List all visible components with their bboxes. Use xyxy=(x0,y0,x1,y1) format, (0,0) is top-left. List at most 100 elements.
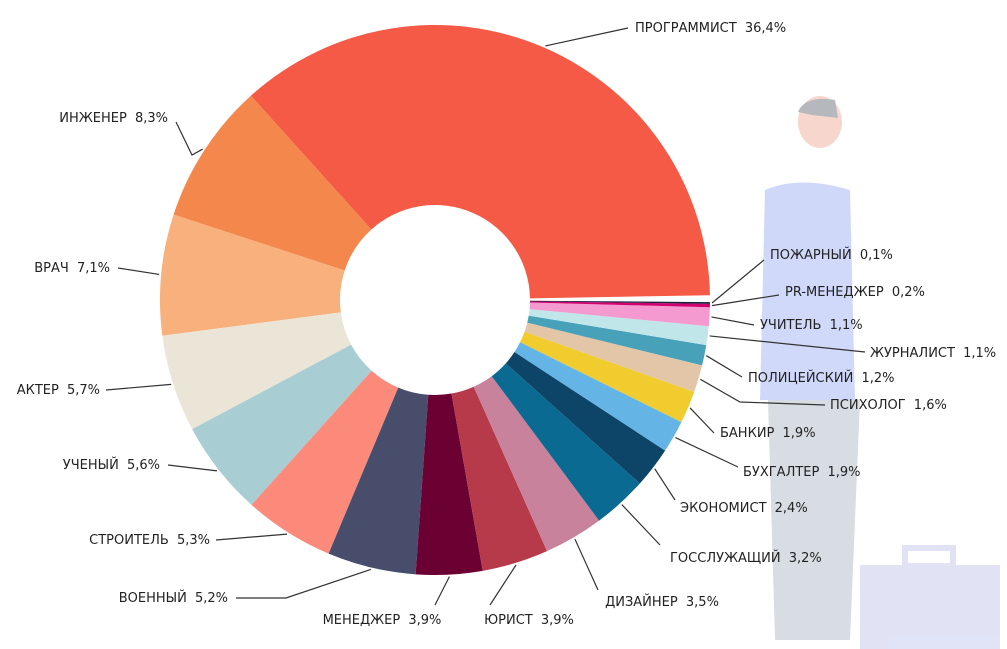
donut-slice xyxy=(328,387,429,575)
figure-hair xyxy=(798,98,838,118)
category-label: ПОЛИЦЕЙСКИЙ xyxy=(748,370,853,386)
slice-label: БУХГАЛТЕР 1,9% xyxy=(743,465,861,480)
slice-label: СТРОИТЕЛЬ 5,3% xyxy=(89,533,210,548)
value-label: 0,1% xyxy=(860,248,893,263)
category-label: ПРОГРАММИСТ xyxy=(635,21,737,36)
leader-line xyxy=(105,383,172,391)
donut-slice xyxy=(251,370,399,554)
category-label: ЖУРНАЛИСТ xyxy=(870,346,955,361)
donut-slice xyxy=(250,24,710,299)
leader-line xyxy=(434,576,450,606)
leader-line xyxy=(654,468,676,501)
slice-label: ПОЖАРНЫЙ 0,1% xyxy=(770,247,893,263)
slice-label: ПРОГРАММИСТ 36,4% xyxy=(635,21,786,36)
slice-label: УЧИТЕЛЬ 1,1% xyxy=(760,318,863,333)
category-label: БАНКИР xyxy=(720,426,775,441)
value-label: 1,6% xyxy=(914,398,947,413)
figure-body xyxy=(760,182,855,400)
leader-line xyxy=(711,316,755,326)
category-label: ПСИХОЛОГ xyxy=(830,398,906,413)
leader-line xyxy=(675,437,739,468)
donut-slice xyxy=(192,344,372,505)
slice-label: ГОССЛУЖАЩИЙ 3,2% xyxy=(670,550,822,566)
leader-line xyxy=(711,294,780,307)
leader-line xyxy=(175,121,204,156)
value-label: 36,4% xyxy=(745,21,786,36)
category-label: ВРАЧ xyxy=(34,261,69,276)
slice-label: ИНЖЕНЕР 8,3% xyxy=(59,111,168,126)
donut-slice xyxy=(514,342,682,451)
background-illustration xyxy=(760,96,1000,649)
value-label: 1,9% xyxy=(827,465,860,480)
leader-line xyxy=(709,335,866,353)
donut-slice xyxy=(505,352,666,484)
slice-label: БАНКИР 1,9% xyxy=(720,426,816,441)
value-label: 3,9% xyxy=(408,613,441,628)
slice-label: ВРАЧ 7,1% xyxy=(34,261,110,276)
slice-label: PR-МЕНЕДЖЕР 0,2% xyxy=(785,285,925,300)
category-label: АКТЕР xyxy=(17,383,59,398)
leader-line xyxy=(215,533,288,541)
value-label: 5,2% xyxy=(195,591,228,606)
leader-line xyxy=(574,538,599,591)
donut-slice xyxy=(451,386,548,571)
category-label: ЭКОНОМИСТ xyxy=(680,501,767,516)
leader-line xyxy=(711,259,765,304)
donut-slice xyxy=(415,393,483,575)
donut-slice xyxy=(173,95,372,271)
category-label: УЧЕНЫЙ xyxy=(63,457,119,473)
category-label: СТРОИТЕЛЬ xyxy=(89,533,169,548)
value-label: 2,4% xyxy=(775,501,808,516)
slice-label: ДИЗАЙНЕР 3,5% xyxy=(605,594,719,610)
suitcase-handle xyxy=(902,545,956,569)
donut-slice xyxy=(524,322,703,392)
category-label: БУХГАЛТЕР xyxy=(743,465,819,480)
slice-label: ЮРИСТ 3,9% xyxy=(484,613,574,628)
donut-slice xyxy=(491,363,640,521)
donut-slice xyxy=(529,300,710,304)
leader-line xyxy=(545,27,629,47)
category-label: ИНЖЕНЕР xyxy=(59,111,127,126)
category-label: ЮРИСТ xyxy=(484,613,533,628)
leader-line xyxy=(167,464,218,472)
category-label: УЧИТЕЛЬ xyxy=(760,318,821,333)
value-label: 5,3% xyxy=(177,533,210,548)
slice-label: МЕНЕДЖЕР 3,9% xyxy=(323,613,442,628)
donut-slice xyxy=(527,315,707,366)
category-label: ГОССЛУЖАЩИЙ xyxy=(670,550,781,566)
category-label: МЕНЕДЖЕР xyxy=(323,613,401,628)
donut-slice xyxy=(529,301,710,308)
value-label: 1,1% xyxy=(963,346,996,361)
category-label: ДИЗАЙНЕР xyxy=(605,594,678,610)
donut-slice xyxy=(473,376,600,552)
value-label: 8,3% xyxy=(135,111,168,126)
donut-slice xyxy=(529,302,710,327)
value-label: 5,6% xyxy=(127,458,160,473)
donut-slice xyxy=(528,309,709,346)
value-label: 7,1% xyxy=(77,261,110,276)
leader-line xyxy=(236,568,371,599)
slice-label: ЖУРНАЛИСТ 1,1% xyxy=(870,346,996,361)
value-label: 5,7% xyxy=(67,383,100,398)
category-label: ВОЕННЫЙ xyxy=(119,590,187,606)
slice-label: АКТЕР 5,7% xyxy=(17,383,100,398)
value-label: 3,9% xyxy=(541,613,574,628)
donut-slice xyxy=(162,312,352,430)
suitcase xyxy=(860,565,1000,649)
value-label: 0,2% xyxy=(892,285,925,300)
leader-line xyxy=(700,378,826,406)
value-label: 1,9% xyxy=(783,426,816,441)
value-label: 3,5% xyxy=(686,595,719,610)
value-label: 1,2% xyxy=(861,371,894,386)
slice-label: ПСИХОЛОГ 1,6% xyxy=(830,398,947,413)
slice-label: ПОЛИЦЕЙСКИЙ 1,2% xyxy=(748,370,894,386)
slice-label: ВОЕННЫЙ 5,2% xyxy=(119,590,228,606)
leader-line xyxy=(689,407,715,434)
slice-label: УЧЕНЫЙ 5,6% xyxy=(63,457,160,473)
figure-legs xyxy=(768,400,860,640)
value-label: 3,2% xyxy=(789,551,822,566)
donut-slice xyxy=(520,331,695,423)
slice-label: ЭКОНОМИСТ 2,4% xyxy=(680,501,808,516)
leader-line xyxy=(706,355,743,378)
